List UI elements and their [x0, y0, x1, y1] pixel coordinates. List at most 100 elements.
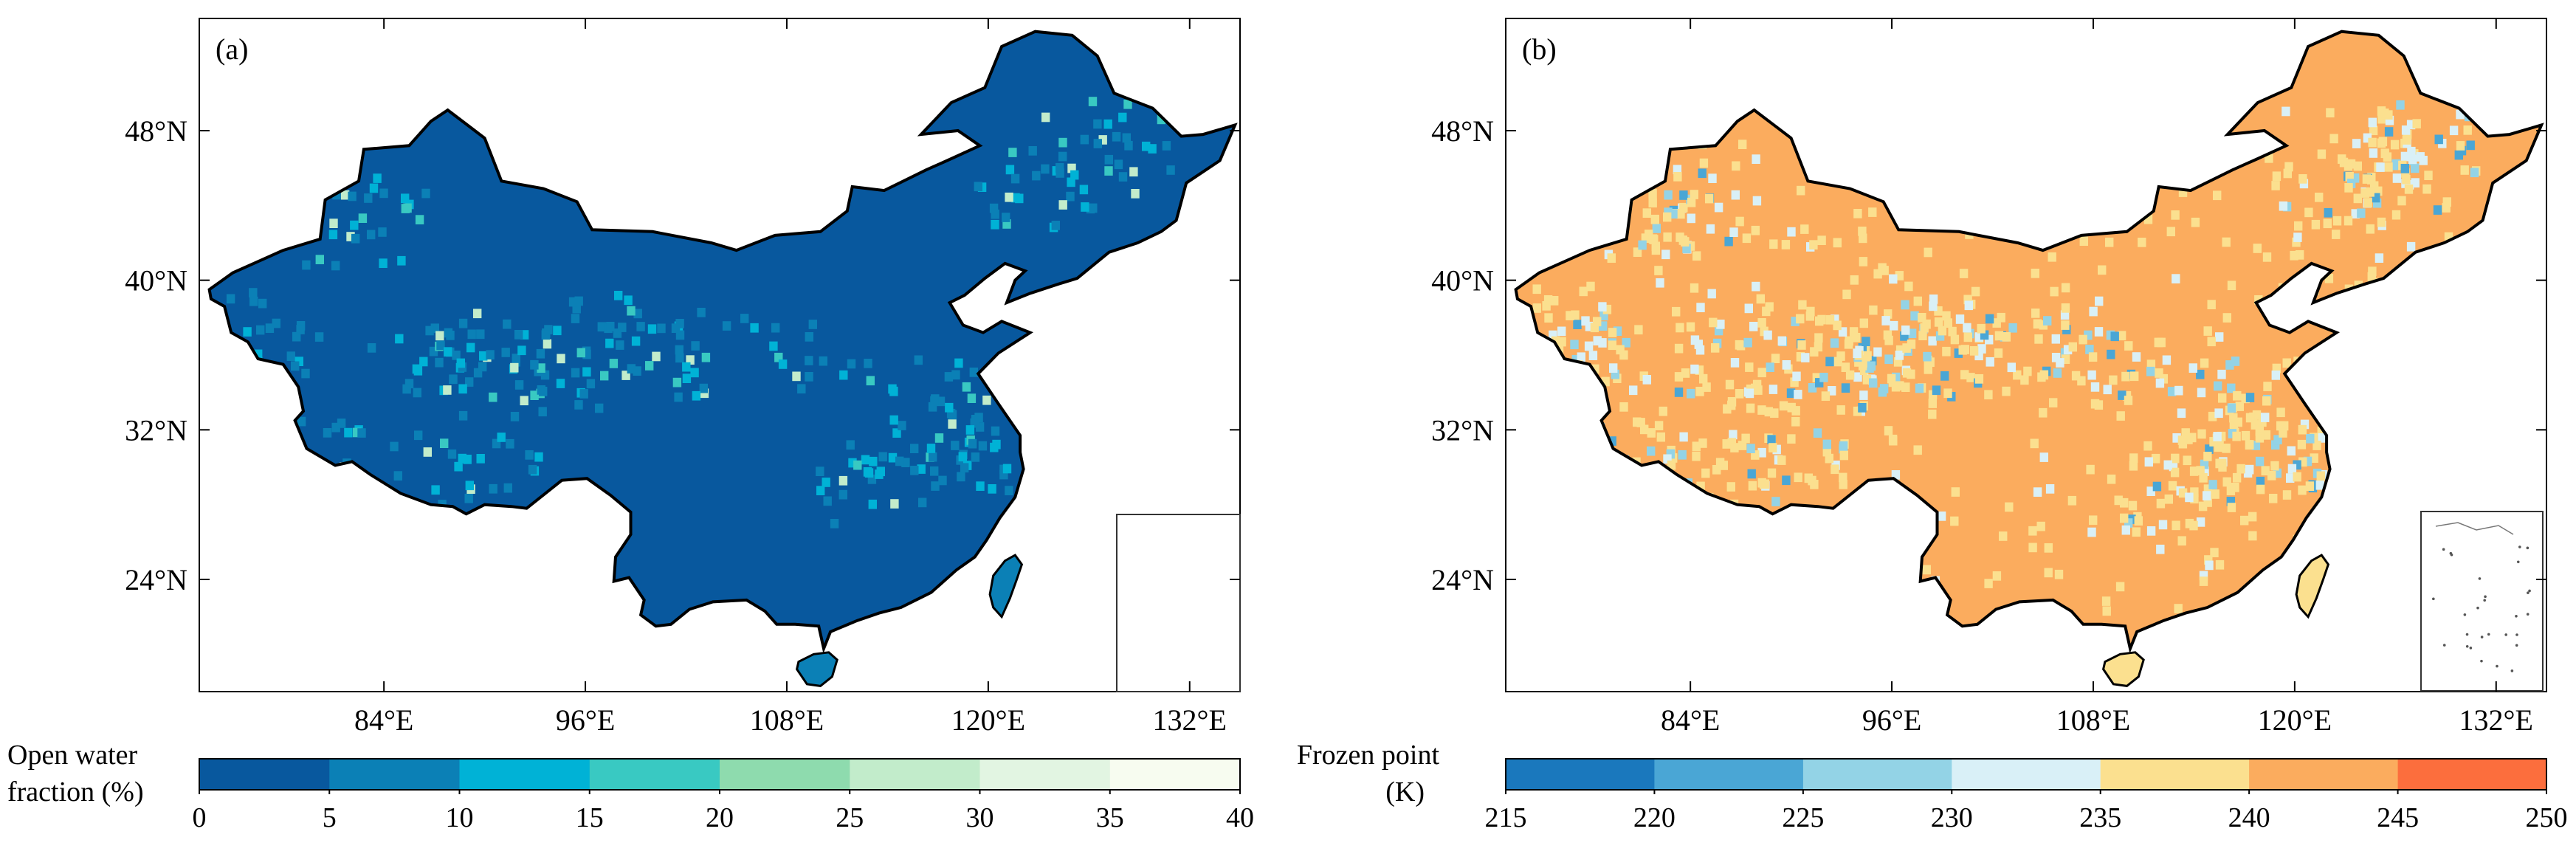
grid-cell — [1577, 352, 1585, 362]
panel-a: (a) 84°E 96°E 108°E 120°E 132°E 24°N 32°N 40°N 4… — [7, 18, 1254, 833]
grid-cell — [2391, 160, 2400, 171]
grid-cell — [458, 453, 466, 464]
grid-cell — [357, 428, 366, 438]
grid-cell — [1088, 97, 1098, 106]
grid-cell — [510, 362, 519, 373]
grid-cell — [2210, 548, 2219, 557]
grid-cell — [1902, 343, 1911, 353]
grid-cell — [1656, 432, 1665, 442]
grid-cell — [864, 468, 874, 478]
grid-cell — [969, 368, 978, 377]
grid-cell — [1831, 314, 1839, 324]
grid-cell — [2287, 446, 2296, 456]
grid-cell — [2132, 352, 2141, 362]
grid-cell — [2198, 501, 2208, 512]
grid-cell — [1706, 224, 1715, 234]
grid-cell — [2332, 230, 2341, 239]
grid-cell — [2177, 435, 2187, 445]
grid-cell — [1551, 336, 1560, 346]
grid-cell — [1058, 151, 1067, 162]
grid-cell — [936, 396, 946, 407]
grid-cell — [302, 260, 311, 270]
grid-cell — [1813, 428, 1822, 438]
grid-cell — [2068, 342, 2077, 352]
grid-cell — [1581, 316, 1590, 326]
panel-a-colorbar-title-line1: Open water — [7, 740, 138, 771]
grid-cell — [2271, 371, 2280, 380]
grid-cell — [2263, 382, 2272, 391]
grid-cell — [2094, 327, 2104, 337]
grid-cell — [1682, 244, 1691, 253]
grid-cell — [1913, 296, 1922, 306]
grid-cell — [1735, 389, 1744, 399]
grid-cell — [2039, 452, 2048, 462]
grid-cell — [2444, 232, 2453, 242]
grid-cell — [1131, 189, 1140, 199]
grid-cell — [2061, 354, 2070, 364]
grid-cell — [2061, 303, 2070, 313]
grid-cell — [1966, 373, 1975, 382]
grid-cell — [2265, 154, 2273, 163]
grid-cell — [2098, 265, 2107, 275]
grid-cell — [838, 475, 848, 486]
colorbar-tick-label: 230 — [1931, 802, 1973, 833]
grid-cell — [2061, 320, 2070, 330]
colorbar-segment — [2249, 759, 2398, 790]
grid-cell — [1707, 289, 1716, 299]
x-tick-label: 132°E — [1153, 703, 1227, 737]
grid-cell — [2063, 345, 2073, 355]
grid-cell — [1148, 144, 1157, 154]
grid-cell — [948, 419, 957, 429]
grid-cell — [2402, 135, 2411, 145]
grid-cell — [1853, 406, 1862, 416]
grid-cell — [1791, 406, 1800, 416]
grid-cell — [2243, 468, 2253, 478]
grid-cell — [951, 370, 960, 380]
grid-cell — [1935, 331, 1945, 341]
grid-cell — [1593, 317, 1602, 327]
grid-cell — [1002, 219, 1011, 229]
panel-a-inset-box — [1116, 514, 1241, 692]
grid-cell — [1863, 351, 1872, 361]
grid-cell — [1948, 326, 1957, 337]
inset-island — [2518, 545, 2521, 548]
grid-cell — [645, 361, 654, 371]
grid-cell — [895, 456, 904, 466]
grid-cell — [1924, 247, 1932, 258]
grid-cell — [1055, 168, 1064, 178]
grid-cell — [2236, 464, 2245, 474]
y-tick-label: 48°N — [1431, 114, 1494, 148]
grid-cell — [1754, 385, 1763, 395]
grid-cell — [2454, 150, 2463, 160]
grid-cell — [1663, 454, 1672, 464]
grid-cell — [2138, 238, 2146, 247]
grid-cell — [323, 428, 332, 438]
colorbar-frame — [1505, 758, 2547, 791]
grid-cell — [2048, 252, 2056, 262]
grid-cell — [846, 440, 855, 450]
grid-cell — [1852, 333, 1861, 342]
grid-cell — [2456, 141, 2465, 151]
grid-cell — [249, 288, 258, 297]
grid-cell — [1833, 320, 1842, 331]
grid-cell — [2143, 214, 2153, 224]
grid-cell — [1817, 235, 1826, 245]
grid-cell — [393, 471, 402, 481]
inset-island — [2469, 647, 2473, 650]
grid-cell — [1859, 257, 1868, 266]
grid-cell — [847, 359, 856, 369]
grid-cell — [1608, 436, 1616, 446]
grid-cell — [286, 351, 295, 361]
grid-cell — [1709, 317, 1718, 328]
grid-cell — [1690, 190, 1698, 199]
grid-cell — [1787, 402, 1796, 413]
panel-b-inset-map — [2432, 522, 2531, 672]
grid-cell — [2290, 250, 2298, 261]
grid-cell — [1769, 385, 1778, 394]
grid-cell — [1656, 278, 1664, 288]
grid-cell — [1699, 158, 1709, 168]
grid-cell — [2323, 218, 2332, 229]
grid-cell — [2345, 172, 2354, 182]
inset-island — [2463, 613, 2467, 616]
grid-cell — [2146, 486, 2155, 496]
